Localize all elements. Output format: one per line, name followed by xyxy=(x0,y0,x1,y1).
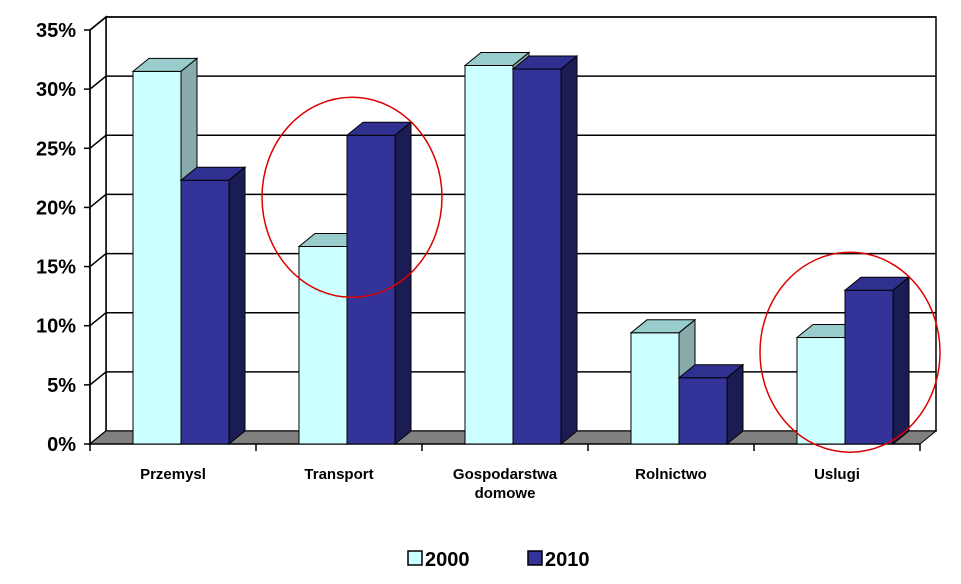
x-tick-label: Przemysl xyxy=(140,466,206,483)
bar-front xyxy=(630,332,680,445)
x-tick-label: Gospodarstwa xyxy=(453,466,558,483)
side-wall xyxy=(89,15,107,446)
legend-label-2000: 2000 xyxy=(425,549,470,571)
gridline xyxy=(89,75,936,90)
bar-front xyxy=(180,179,230,445)
bar-side xyxy=(394,121,412,446)
highlight-circles xyxy=(261,96,941,453)
y-tick-label: 25% xyxy=(36,138,76,160)
bar-front xyxy=(464,64,514,445)
bar-2010-gospodarstwa-domowe xyxy=(511,54,579,446)
x-tick-label: domowe xyxy=(475,485,536,502)
gridline xyxy=(89,252,936,268)
x-tick-label: Transport xyxy=(304,466,373,483)
bar-front xyxy=(132,70,182,445)
bar-2010-transport xyxy=(345,121,413,446)
y-tick-label: 10% xyxy=(36,316,76,338)
bar-side xyxy=(228,166,246,446)
bar-2010-rolnictwo xyxy=(677,363,745,446)
gridline xyxy=(89,193,936,209)
bar-front xyxy=(298,245,348,445)
legend-swatch-2000 xyxy=(407,550,423,566)
bar-side xyxy=(726,363,744,446)
highlight-circle-uslugi xyxy=(759,251,941,453)
gridline xyxy=(89,134,936,149)
legend-swatch-2010 xyxy=(527,550,543,566)
bar-2010-przemysl xyxy=(179,166,247,446)
x-tick-labels: Przemysl Transport Gospodarstwa domowe Rolni… xyxy=(140,466,860,502)
bar-front xyxy=(796,337,846,445)
bar-front xyxy=(678,377,728,445)
gridline xyxy=(89,311,936,327)
y-tick-label: 15% xyxy=(36,257,76,279)
bars xyxy=(131,51,911,446)
bar-2010-uslugi xyxy=(843,276,911,446)
y-tick-label: 20% xyxy=(36,197,76,219)
x-tick-label: Uslugi xyxy=(814,466,860,483)
bar-front xyxy=(844,289,894,445)
y-tick-label: 35% xyxy=(36,20,76,42)
y-tick-label: 0% xyxy=(47,434,76,456)
legend-label-2010: 2010 xyxy=(545,549,590,571)
gridline xyxy=(89,16,936,31)
bar-front xyxy=(512,68,562,445)
y-tick-label: 30% xyxy=(36,79,76,101)
bar-side xyxy=(560,54,578,446)
legend: 2000 2010 xyxy=(407,549,590,571)
y-tick-label: 5% xyxy=(47,375,76,397)
x-tick-label: Rolnictwo xyxy=(635,466,707,483)
y-tick-labels: 0% 5% 10% 15% 20% 25% 30% 35% xyxy=(36,20,76,456)
highlight-circle-transport xyxy=(261,96,443,299)
bar-side xyxy=(892,276,910,446)
